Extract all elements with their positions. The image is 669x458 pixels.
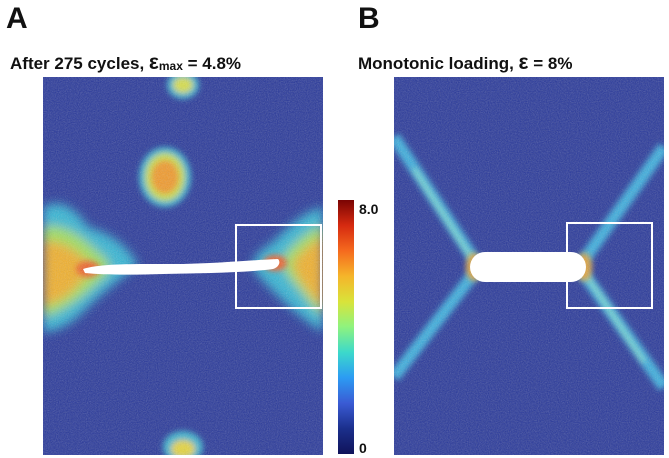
panel-b-title-symbol: ε [518, 51, 529, 74]
panel-b-title-prefix: Monotonic loading, [358, 54, 519, 73]
strain-colorbar [338, 200, 354, 454]
panel-a-strain-map [43, 77, 323, 455]
colorbar-max-label: 8.0 [359, 201, 379, 217]
panel-b-title: Monotonic loading, ε = 8% [358, 52, 572, 73]
panel-b-letter: B [358, 2, 380, 35]
colorbar-gradient [338, 200, 354, 454]
panel-a-title-symbol: ε [148, 51, 159, 74]
panel-a-title-subscript: max [158, 59, 183, 73]
panel-b-hole [470, 252, 586, 282]
panel-a-title-prefix: After 275 cycles, [10, 54, 149, 73]
panel-a-crack [83, 259, 280, 275]
panel-a-zoom-box [235, 224, 322, 309]
panel-a-title: After 275 cycles, εmax = 4.8% [10, 52, 241, 73]
panel-a-letter: A [6, 2, 28, 35]
panel-b-zoom-box [566, 222, 653, 309]
panel-b-title-suffix: = 8% [528, 54, 573, 73]
panel-b-strain-map [394, 77, 664, 455]
colorbar-min-label: 0 [359, 440, 367, 456]
panel-a-title-suffix: = 4.8% [182, 54, 242, 73]
